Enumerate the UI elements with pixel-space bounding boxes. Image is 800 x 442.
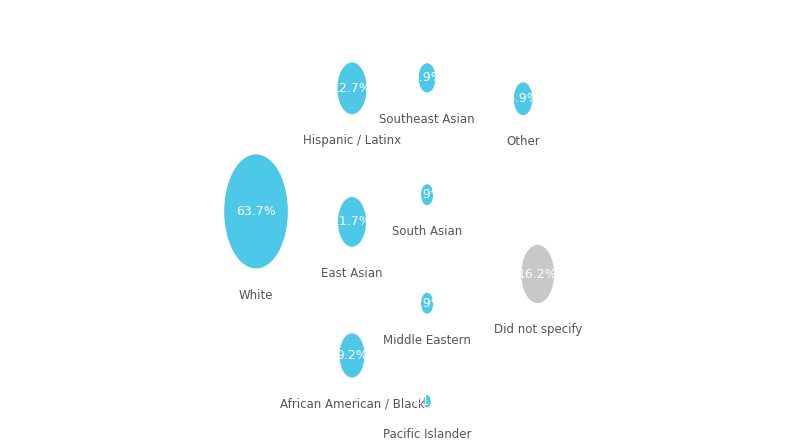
- Ellipse shape: [514, 83, 532, 114]
- Text: 16.2%: 16.2%: [518, 267, 558, 281]
- Ellipse shape: [225, 155, 287, 268]
- Text: African American / Black: African American / Black: [280, 398, 424, 411]
- Text: 1.9%: 1.9%: [411, 297, 443, 310]
- Ellipse shape: [424, 396, 430, 407]
- Ellipse shape: [419, 64, 435, 92]
- Text: 12.7%: 12.7%: [332, 82, 372, 95]
- Text: 11.7%: 11.7%: [332, 215, 372, 229]
- Text: 4.9%: 4.9%: [507, 92, 539, 105]
- Text: Hispanic / Latinx: Hispanic / Latinx: [303, 134, 401, 147]
- Text: Other: Other: [506, 135, 540, 148]
- Ellipse shape: [340, 334, 364, 377]
- Ellipse shape: [338, 198, 366, 246]
- Text: East Asian: East Asian: [322, 267, 382, 280]
- Text: Southeast Asian: Southeast Asian: [379, 113, 475, 126]
- Text: 63.7%: 63.7%: [236, 205, 276, 218]
- Text: Middle Eastern: Middle Eastern: [383, 334, 471, 347]
- Ellipse shape: [522, 246, 554, 302]
- Text: <1%: <1%: [412, 395, 442, 408]
- Ellipse shape: [422, 293, 433, 313]
- Text: Pacific Islander: Pacific Islander: [383, 427, 471, 441]
- Text: South Asian: South Asian: [392, 225, 462, 238]
- Text: 3.9%: 3.9%: [411, 72, 443, 84]
- Text: 9.2%: 9.2%: [336, 349, 368, 362]
- Text: White: White: [238, 289, 274, 301]
- Text: Did not specify: Did not specify: [494, 323, 582, 336]
- Ellipse shape: [422, 185, 433, 205]
- Ellipse shape: [338, 63, 366, 114]
- Text: 1.9%: 1.9%: [411, 188, 443, 201]
